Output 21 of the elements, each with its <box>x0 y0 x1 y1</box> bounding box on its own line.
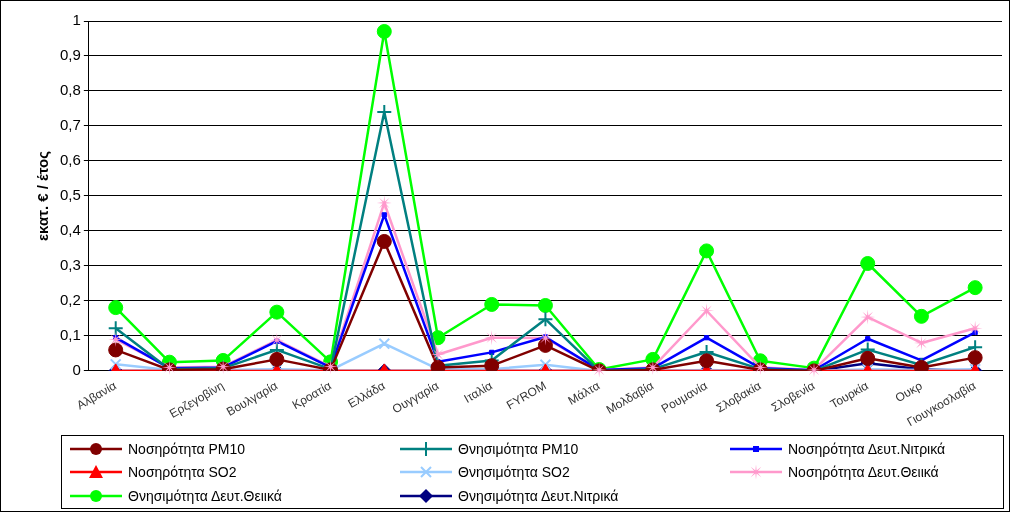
y-tick-label: 0,5 <box>59 186 81 204</box>
legend-label: Νοσηρότητα Δευτ.Νιτρικά <box>788 441 946 457</box>
legend-label: Θνησιμότητα PM10 <box>458 441 579 457</box>
y-tick-label: 0,1 <box>59 326 81 344</box>
y-tick-label: 0,9 <box>59 46 81 64</box>
y-tick-label: 1 <box>72 11 81 29</box>
legend-label: Νοσηρότητα PM10 <box>128 441 246 457</box>
y-tick-label: 0,8 <box>59 81 81 99</box>
y-tick-label: 0,6 <box>59 151 81 169</box>
y-tick-label: 0,3 <box>59 256 81 274</box>
legend-label: Θνησιμότητα SO2 <box>458 464 570 481</box>
legend-label: Θνησιμότητα Δευτ.Νιτρικά <box>458 487 619 504</box>
y-tick-label: 0,4 <box>59 221 81 239</box>
legend-label: Νοσηρότητα Δευτ.Θειικά <box>788 464 939 481</box>
legend-label: Νοσηρότητα SO2 <box>128 464 237 481</box>
y-tick-label: 0,2 <box>59 291 81 309</box>
y-tick-label: 0,7 <box>59 116 81 134</box>
y-tick-label: 0 <box>72 361 81 379</box>
legend-label: Θνησιμότητα Δευτ.Θειικά <box>128 487 282 504</box>
x-tick-label: Ιταλία <box>461 378 495 406</box>
y-axis-title: εκατ. € / έτος <box>34 150 52 242</box>
